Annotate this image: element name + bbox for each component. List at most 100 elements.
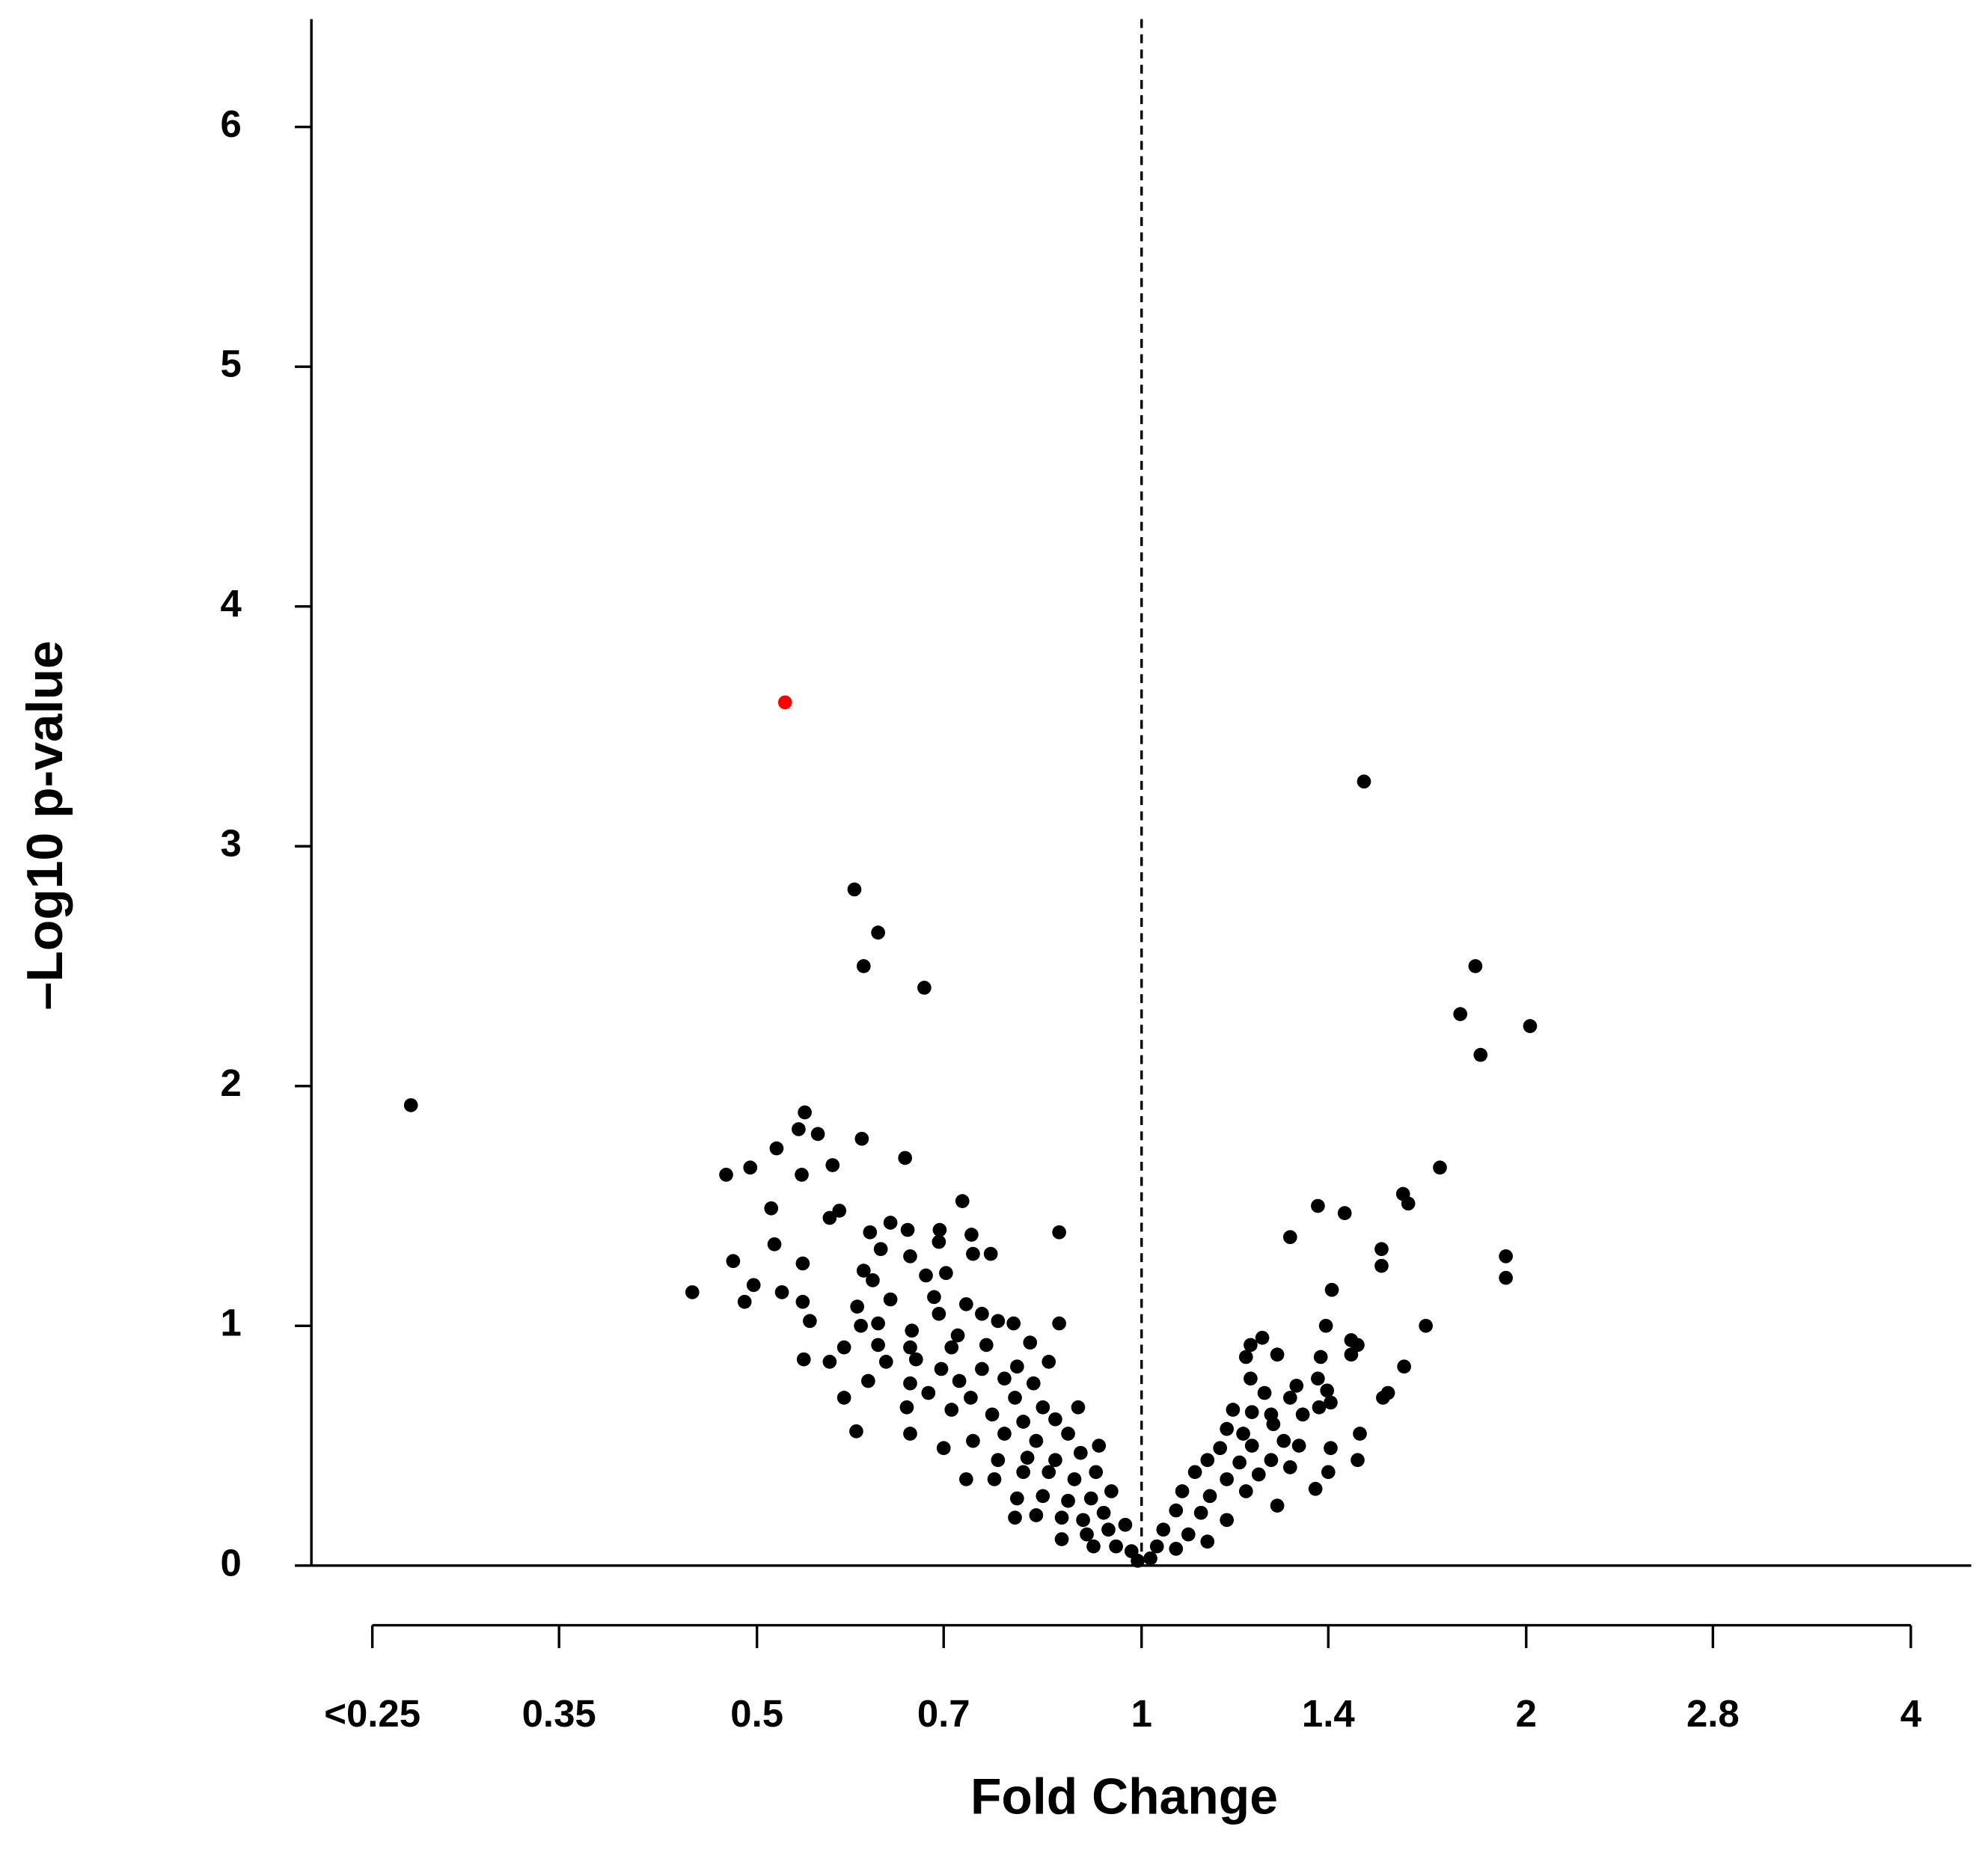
point — [777, 695, 792, 710]
point — [905, 1323, 920, 1338]
point — [898, 1151, 913, 1166]
point — [878, 1355, 893, 1369]
x-tick-label: 1.4 — [1302, 1692, 1355, 1735]
point — [1048, 1453, 1062, 1468]
point — [1042, 1465, 1056, 1480]
point — [796, 1352, 811, 1367]
x-tick-label: 2.8 — [1686, 1692, 1740, 1735]
point — [1320, 1383, 1335, 1398]
point — [1238, 1484, 1253, 1498]
point — [1092, 1439, 1107, 1453]
point — [1419, 1318, 1433, 1333]
point — [932, 1234, 946, 1249]
y-tick-label: 6 — [221, 102, 242, 145]
y-tick-label: 0 — [221, 1541, 242, 1584]
x-axis-title: Fold Change — [970, 1769, 1278, 1825]
point — [871, 1338, 885, 1353]
point — [1321, 1465, 1336, 1480]
point — [991, 1314, 1006, 1329]
point — [1008, 1510, 1022, 1525]
point — [985, 1407, 1000, 1422]
y-axis-title: –Log10 p-value — [17, 640, 73, 1010]
point — [1036, 1400, 1050, 1415]
point — [1312, 1400, 1327, 1415]
point — [1257, 1385, 1272, 1400]
point — [822, 1355, 837, 1369]
point — [1054, 1510, 1069, 1525]
point — [958, 1472, 973, 1486]
point — [1499, 1249, 1513, 1264]
point — [1200, 1534, 1215, 1549]
point — [1009, 1491, 1024, 1506]
point — [934, 1362, 949, 1376]
point — [861, 1373, 875, 1388]
point — [1282, 1391, 1297, 1405]
point — [899, 1400, 914, 1415]
point — [1374, 1258, 1389, 1273]
point — [825, 1158, 840, 1172]
point — [1029, 1508, 1044, 1522]
point — [903, 1249, 917, 1264]
point — [1282, 1460, 1297, 1474]
point — [1054, 1532, 1069, 1546]
point — [955, 1194, 970, 1208]
point — [837, 1340, 851, 1355]
point — [795, 1294, 810, 1309]
point — [883, 1292, 898, 1307]
point — [863, 1225, 878, 1240]
point — [944, 1403, 959, 1417]
point — [1029, 1433, 1044, 1448]
point — [1344, 1347, 1359, 1362]
point — [1244, 1338, 1258, 1353]
point — [966, 1433, 980, 1448]
point — [803, 1314, 817, 1329]
point — [1181, 1527, 1196, 1542]
point — [795, 1168, 809, 1182]
point — [1175, 1484, 1190, 1498]
point — [1020, 1451, 1035, 1465]
point — [1023, 1335, 1038, 1350]
point — [1289, 1379, 1304, 1393]
point — [1468, 959, 1483, 973]
point — [1220, 1472, 1234, 1486]
point — [1149, 1539, 1164, 1554]
point — [1244, 1405, 1259, 1420]
point — [1143, 1551, 1157, 1566]
point — [850, 1299, 865, 1314]
point — [1220, 1421, 1234, 1436]
point — [403, 1098, 418, 1112]
point — [1048, 1412, 1062, 1427]
point — [1187, 1465, 1202, 1480]
point — [1453, 1007, 1468, 1021]
point — [1351, 1453, 1365, 1468]
point — [774, 1285, 789, 1299]
point — [832, 1204, 847, 1218]
y-tick-label: 4 — [221, 582, 242, 625]
x-tick-label: 0.5 — [730, 1692, 783, 1735]
point — [822, 1210, 837, 1225]
point — [964, 1391, 978, 1405]
point — [764, 1201, 779, 1216]
point — [726, 1254, 741, 1269]
point — [854, 1131, 869, 1146]
point — [950, 1328, 965, 1343]
point — [997, 1427, 1012, 1441]
point — [1009, 1359, 1024, 1374]
point — [1220, 1513, 1234, 1528]
point — [856, 959, 871, 973]
x-tick-label: 2 — [1516, 1692, 1537, 1735]
x-tick-label: <0.25 — [324, 1692, 420, 1735]
point — [1374, 1242, 1389, 1257]
point — [1042, 1355, 1056, 1369]
point — [1282, 1230, 1297, 1245]
point — [1118, 1517, 1133, 1532]
point — [921, 1385, 936, 1400]
point — [1156, 1522, 1171, 1537]
point — [1311, 1371, 1325, 1386]
point — [939, 1266, 953, 1281]
point — [1232, 1455, 1247, 1470]
point — [1255, 1330, 1270, 1345]
point — [1337, 1206, 1352, 1220]
point — [1380, 1385, 1395, 1400]
point — [769, 1141, 784, 1156]
